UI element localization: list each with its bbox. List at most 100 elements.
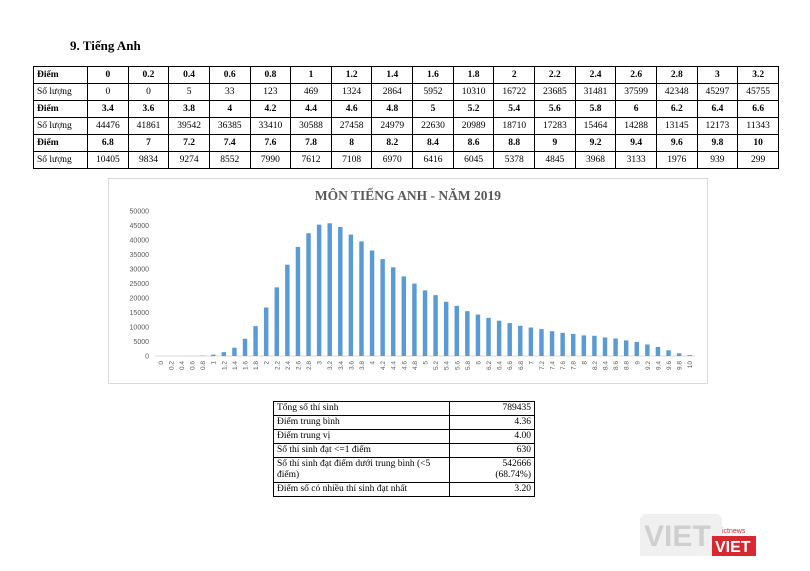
count-cell: 0 — [127, 83, 170, 101]
x-tick-label: 2 — [264, 361, 271, 365]
score-cell: 5 — [412, 100, 454, 118]
score-cell: 1.2 — [330, 66, 373, 84]
x-tick-label: 4.8 — [412, 361, 419, 370]
bar-chart: MÔN TIẾNG ANH - NĂM 2019 050001000015000… — [130, 188, 695, 370]
count-cell: 20989 — [452, 117, 495, 135]
score-cell: 9 — [534, 134, 576, 152]
score-cell: 7.4 — [208, 134, 251, 152]
bar — [359, 241, 364, 356]
x-tick-label: 1.8 — [253, 361, 260, 370]
x-tick-label: 0.4 — [179, 361, 186, 370]
bar — [380, 259, 385, 356]
count-cell: 12173 — [696, 117, 739, 135]
bar — [327, 223, 332, 356]
score-cell: 3 — [696, 66, 739, 84]
stats-value-cell: 4.00 — [449, 429, 535, 444]
y-tick-label: 20000 — [130, 296, 150, 303]
score-row: Điểm 3.4 3.6 3.8 4 4.2 4.4 4.6 4.8 5 5.2 5.4 5.6 5.8 6… — [33, 100, 779, 118]
x-tick-label: 9.2 — [645, 361, 652, 370]
count-cell: 4845 — [534, 151, 576, 169]
count-row: Số lượng 0 0 5 33 123 469 1324 2864 5952 10310 1672… — [33, 83, 779, 101]
bar — [433, 295, 438, 356]
count-cell: 1324 — [330, 83, 373, 101]
score-cell: 4.8 — [371, 100, 414, 118]
row-label-count: Số lượng — [33, 83, 88, 101]
bar — [486, 317, 491, 356]
row-label-count: Số lượng — [33, 151, 88, 169]
y-tick-label: 25000 — [130, 281, 150, 288]
x-tick-label: 4.4 — [391, 361, 398, 370]
bar — [687, 355, 692, 356]
x-tick-label: 8 — [581, 361, 588, 365]
score-cell: 6 — [615, 100, 657, 118]
score-cell: 6.2 — [655, 100, 698, 118]
row-label-score: Điểm — [33, 134, 88, 152]
x-tick-label: 2.8 — [306, 361, 313, 370]
chart-title: MÔN TIẾNG ANH - NĂM 2019 — [315, 188, 501, 203]
score-cell: 2.8 — [655, 66, 698, 84]
bar — [454, 305, 459, 356]
bar — [401, 276, 407, 356]
bar — [528, 327, 534, 356]
count-cell: 1976 — [655, 151, 698, 169]
count-cell: 6416 — [412, 151, 454, 169]
x-tick-label: 0.2 — [168, 361, 175, 370]
stats-label: Điểm trung vị — [273, 429, 450, 444]
bar — [592, 335, 597, 356]
stats-row: Số thí sinh đạt <=1 điểm 630 — [273, 443, 535, 458]
stats-value-cell: 4.36 — [449, 415, 535, 430]
bar — [263, 307, 269, 356]
x-tick-label: 2.2 — [274, 361, 281, 370]
bar — [613, 338, 618, 356]
y-tick-label: 10000 — [130, 325, 150, 332]
stats-value-cell: 542666 (68.74%) — [449, 457, 535, 483]
x-tick-label: 6.6 — [507, 361, 514, 370]
bar — [348, 234, 354, 356]
x-tick-label: 8.4 — [603, 361, 610, 370]
logo-text-sub: VIET — [715, 539, 751, 556]
score-cell: 4.4 — [290, 100, 332, 118]
count-cell: 299 — [737, 151, 779, 169]
x-tick-label: 0.6 — [190, 361, 197, 370]
bar — [581, 335, 587, 356]
x-tick-label: 4 — [370, 361, 377, 365]
stats-row: Điểm trung bình 4.36 — [273, 415, 535, 430]
score-cell: 1 — [290, 66, 332, 84]
bar — [253, 326, 258, 356]
y-tick-label: 15000 — [130, 310, 150, 317]
count-cell: 2864 — [371, 83, 414, 101]
summary-stats-table: Tổng số thí sinh 789435 Điểm trung bình 4.3… — [273, 401, 535, 497]
x-tick-label: 5 — [423, 361, 430, 365]
score-cell: 2.6 — [615, 66, 657, 84]
count-cell: 44476 — [87, 117, 129, 135]
section-heading: 9. Tiếng Anh — [70, 38, 141, 53]
count-cell: 9274 — [168, 151, 210, 169]
score-cell: 7 — [127, 134, 170, 152]
count-cell: 6970 — [371, 151, 414, 169]
bar — [549, 331, 555, 356]
stats-value-cell: 630 — [449, 443, 535, 458]
bar — [221, 352, 227, 356]
row-label-score: Điểm — [33, 100, 88, 118]
y-tick-label: 30000 — [130, 267, 150, 274]
stats-row: Điểm số có nhiều thí sinh đạt nhất 3.20 — [273, 482, 535, 497]
y-tick-label: 45000 — [130, 223, 150, 230]
score-cell: 10 — [737, 134, 779, 152]
count-cell: 33410 — [249, 117, 292, 135]
count-row: Số lượng 10405 9834 9274 8552 7990 7612 7108 697… — [33, 151, 779, 169]
score-cell: 4.2 — [249, 100, 292, 118]
score-cell: 3.4 — [87, 100, 129, 118]
x-tick-label: 9.4 — [655, 361, 662, 370]
count-cell: 16722 — [493, 83, 536, 101]
score-cell: 6.4 — [696, 100, 739, 118]
count-cell: 939 — [696, 151, 739, 169]
row-label-score: Điểm — [33, 66, 88, 84]
score-cell: 7.2 — [168, 134, 210, 152]
x-tick-label: 2.6 — [295, 361, 302, 370]
x-tick-label: 6.4 — [497, 361, 504, 370]
bar — [518, 325, 523, 356]
x-tick-label: 1.2 — [221, 361, 228, 370]
y-tick-label: 35000 — [130, 252, 150, 259]
x-tick-label: 3.4 — [338, 361, 345, 370]
stats-value: 630 — [516, 445, 531, 455]
